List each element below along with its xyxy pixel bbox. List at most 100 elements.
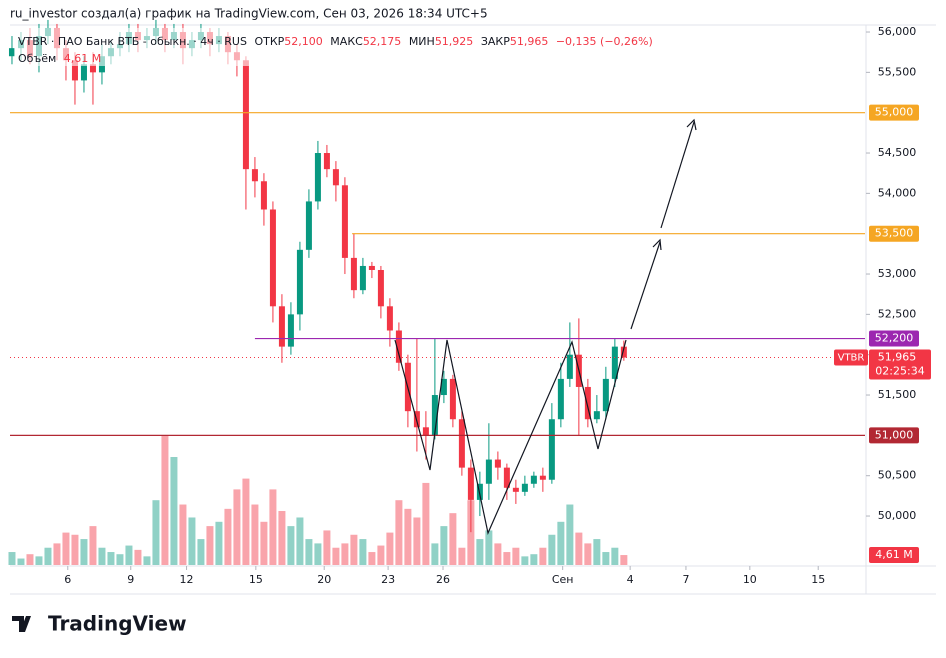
candle-body <box>386 306 393 331</box>
price-tag <box>869 330 919 347</box>
legend-volume-name: Объём <box>18 52 56 65</box>
x-tick-label: Сен <box>552 573 574 586</box>
volume-bar <box>161 435 169 565</box>
volume-bar <box>197 539 205 565</box>
price-tag-label: 53,500 <box>875 227 914 240</box>
volume-bar <box>620 555 628 565</box>
legend-change: −0,135 (−0,26%) <box>556 35 653 48</box>
arrow <box>630 241 661 330</box>
legend-volume-value: 4,61 M <box>64 52 101 65</box>
candle-body <box>89 64 96 73</box>
volume-bar <box>62 532 70 565</box>
candle-body <box>278 306 285 347</box>
candle-body <box>512 487 519 492</box>
x-tick-label: 7 <box>682 573 689 586</box>
candle-body <box>359 265 366 291</box>
volume-bar <box>422 482 430 565</box>
candle-body <box>620 346 627 358</box>
price-tag-label: 51,000 <box>875 428 914 441</box>
candle-body <box>494 459 501 468</box>
volume-bar <box>440 526 448 565</box>
volume-bar <box>224 508 232 565</box>
volume-bar <box>152 500 160 565</box>
volume-bar <box>539 547 547 565</box>
volume-bar <box>44 547 52 565</box>
candle-body <box>242 60 249 170</box>
arrow-head <box>652 238 662 251</box>
last-price-tag <box>869 349 931 380</box>
y-tick-label: 51,500 <box>878 388 917 401</box>
volume-bar <box>386 532 394 565</box>
x-tick-label: 23 <box>381 573 395 586</box>
volume-bar <box>143 556 151 565</box>
volume-bar <box>305 539 313 565</box>
legend-backdrop <box>14 28 624 66</box>
x-tick-label: 20 <box>317 573 331 586</box>
volume-bar <box>413 517 421 565</box>
volume-bar <box>278 511 286 565</box>
x-tick-label: 6 <box>64 573 71 586</box>
x-tick-label: 15 <box>249 573 263 586</box>
legend-field-value: 51,925 <box>435 35 474 48</box>
volume-bar <box>215 521 223 565</box>
price-tag-label: 52,200 <box>875 332 914 345</box>
volume-bar <box>89 526 97 565</box>
volume-bar <box>485 530 493 565</box>
candle-body <box>440 378 447 396</box>
candle-body <box>395 330 402 363</box>
volume-bar <box>116 554 124 565</box>
brand: TradingView <box>12 612 187 636</box>
candle-body <box>566 354 573 379</box>
legend-field-value: 52,100 <box>284 35 323 48</box>
volume-bar <box>134 549 142 565</box>
candle-body <box>593 411 600 420</box>
volume-bar <box>332 547 340 565</box>
x-tick-label: 12 <box>180 573 194 586</box>
price-tag <box>869 225 919 242</box>
volume-bar <box>188 517 196 565</box>
arrow <box>660 121 695 229</box>
volume-bar <box>170 457 178 565</box>
drawings <box>394 118 697 535</box>
volume-bar <box>53 543 61 565</box>
volume-bar <box>323 530 331 565</box>
y-tick-label: 54,000 <box>878 186 917 199</box>
x-tick-label: 15 <box>811 573 825 586</box>
candle-body <box>476 483 483 500</box>
volume-bar <box>269 489 277 565</box>
volume-bar <box>368 552 376 565</box>
volume-bar <box>359 539 367 565</box>
volume-bar <box>449 513 457 565</box>
legend-field-value: 51,965 <box>510 35 549 48</box>
x-tick-label: 9 <box>127 573 134 586</box>
y-tick-label: 56,000 <box>878 25 917 38</box>
symbol-tag <box>834 349 868 366</box>
volume-bar <box>260 521 268 565</box>
volume-bar <box>548 534 556 565</box>
volume-bar <box>395 500 403 565</box>
volume-tag-label: 4,61 M <box>875 548 912 561</box>
volume-bar <box>431 543 439 565</box>
candle-body <box>368 265 375 270</box>
candle-body <box>314 153 321 202</box>
candle-body <box>467 467 474 500</box>
volume-bar <box>8 552 16 565</box>
countdown: 02:25:34 <box>875 365 924 378</box>
volume-bar <box>458 547 466 565</box>
candle-body <box>332 169 339 186</box>
volume-bar <box>467 500 475 565</box>
candle-body <box>80 64 87 81</box>
volume-bar <box>341 543 349 565</box>
volume-bar <box>404 508 412 565</box>
last-price-label: 51,965 <box>878 351 917 364</box>
candle-body <box>503 467 510 488</box>
volume-bar <box>98 547 106 565</box>
volume-bar <box>512 547 520 565</box>
volume-bar <box>314 543 322 565</box>
volume-bar <box>71 534 79 565</box>
volume-bar <box>242 478 250 565</box>
y-tick-label: 54,500 <box>878 146 917 159</box>
y-tick-label: 52,500 <box>878 307 917 320</box>
volume-bar <box>35 556 43 565</box>
